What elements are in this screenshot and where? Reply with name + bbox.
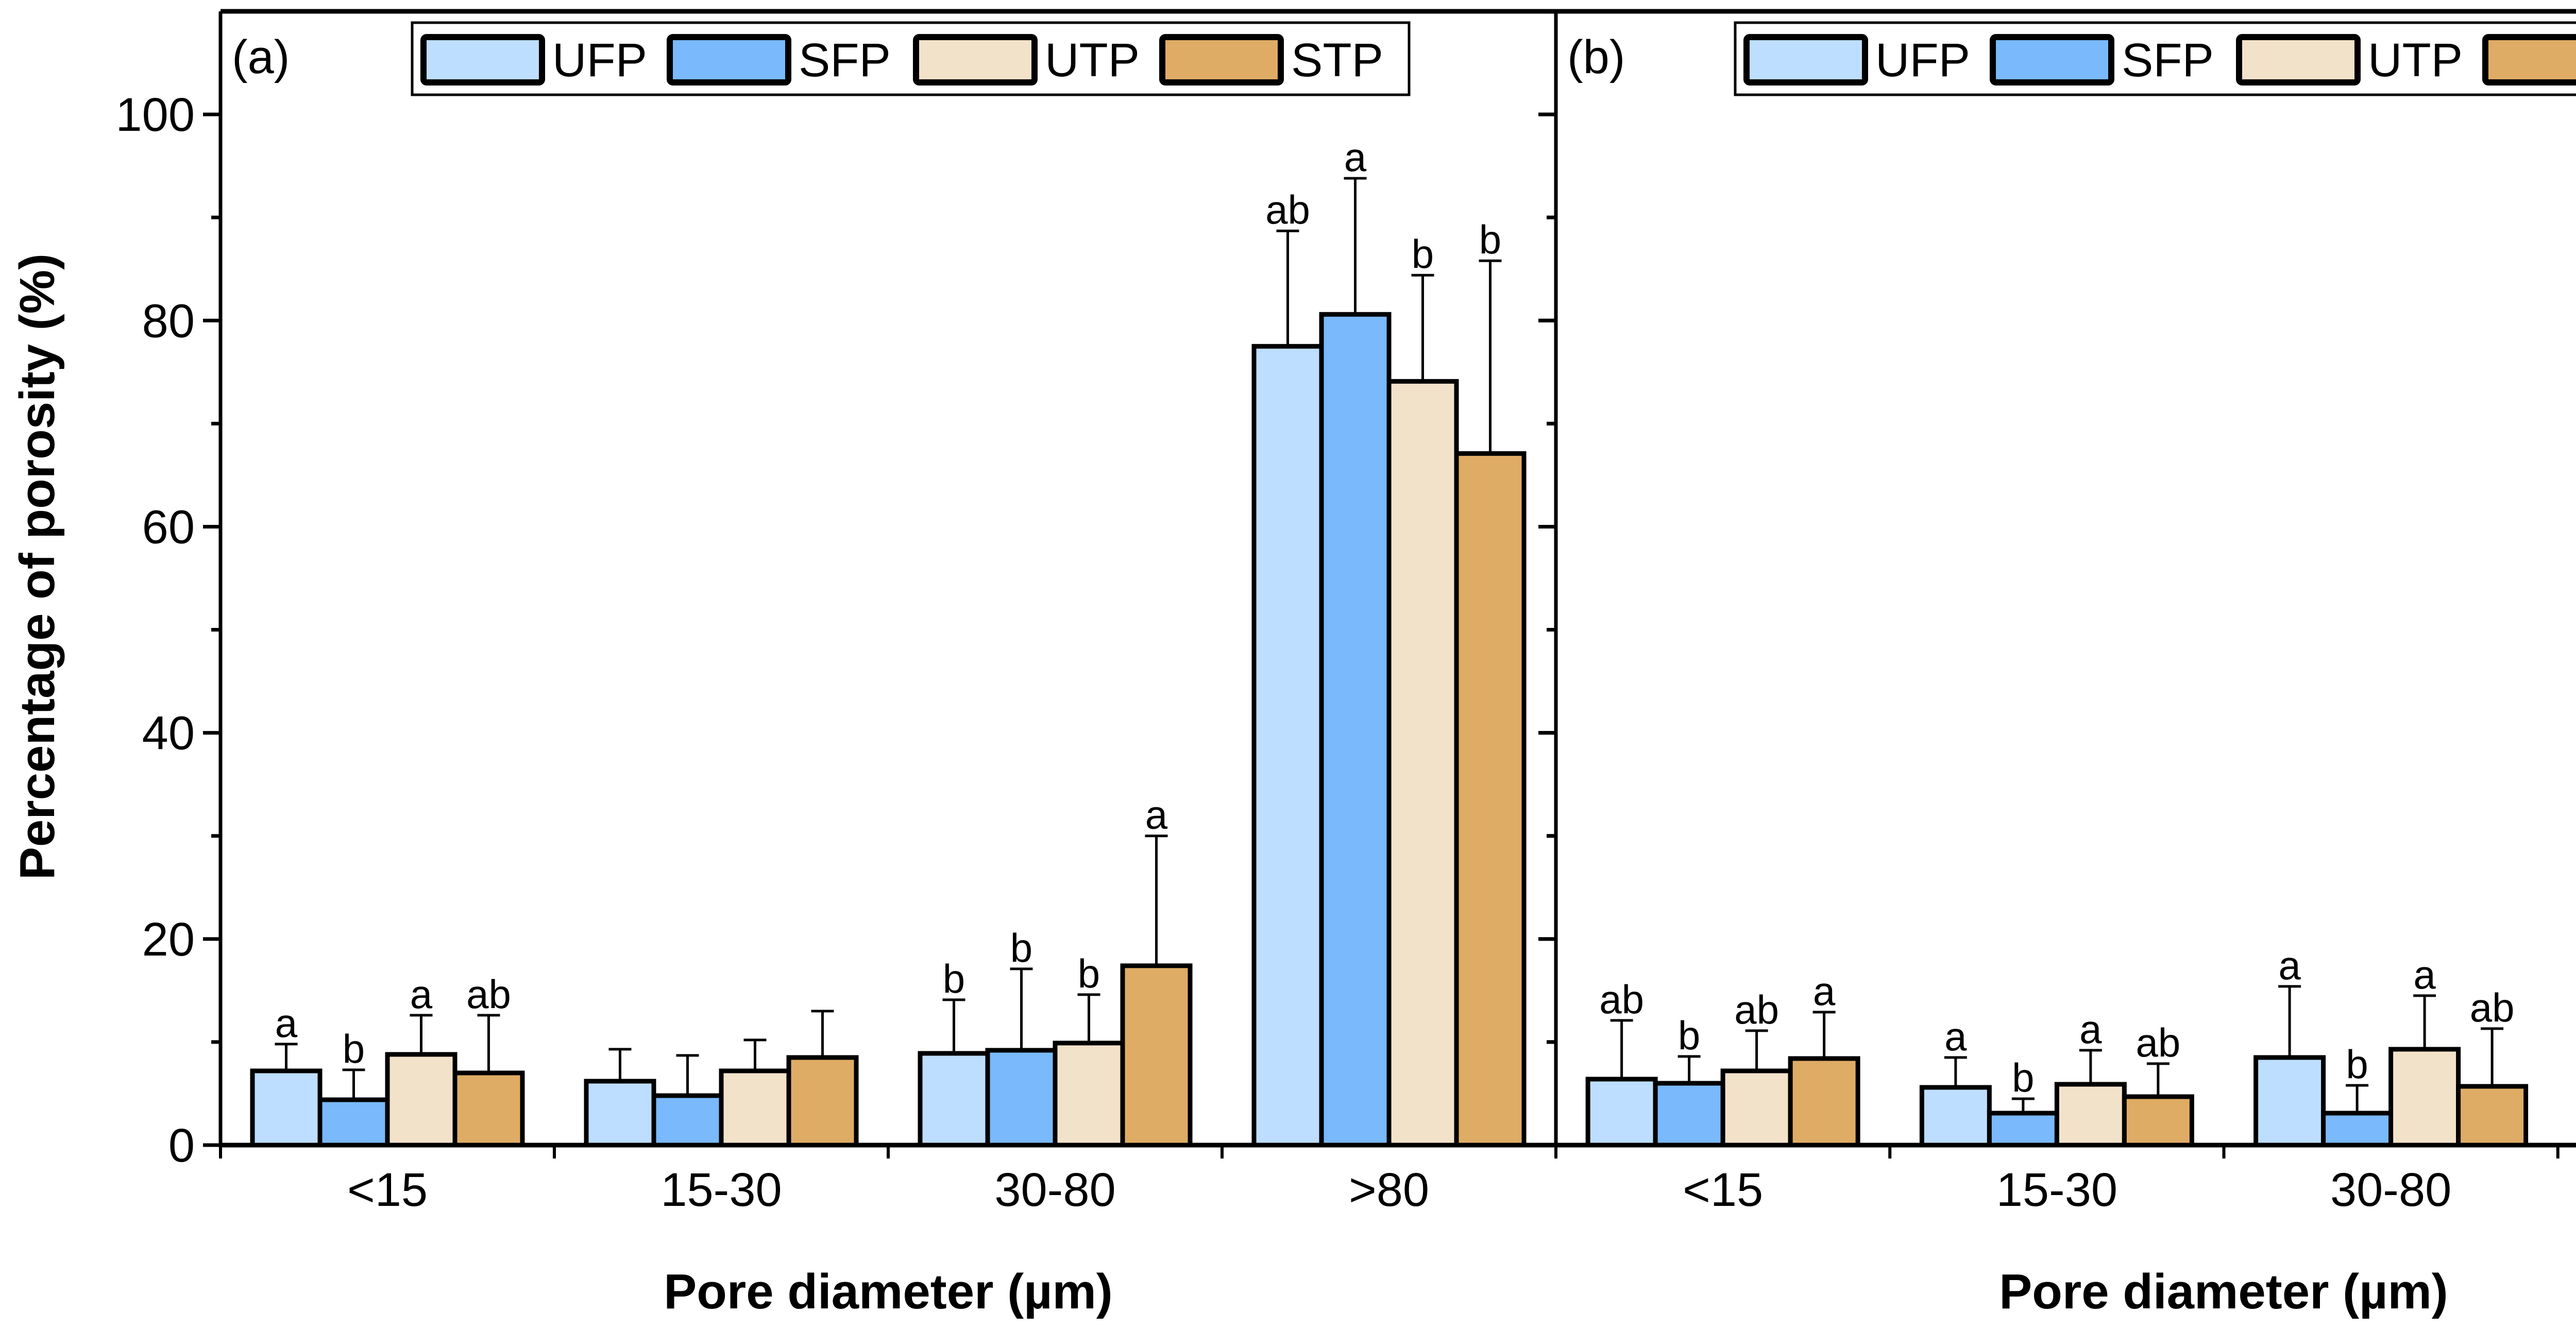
bar-b-stp-1 bbox=[2122, 1094, 2194, 1148]
bar-a-utp-2 bbox=[1053, 1041, 1125, 1148]
sig-letter-a-sfp-3: a bbox=[1344, 134, 1367, 180]
bar-a-stp-2 bbox=[1120, 963, 1193, 1148]
sig-letter-b-sfp-0: b bbox=[1678, 1013, 1700, 1058]
sig-letter-a-utp-3: b bbox=[1412, 231, 1434, 277]
legend-label-b-ufp: UFP bbox=[1875, 34, 1970, 87]
x-tick-label-a-3: >80 bbox=[1349, 1164, 1429, 1216]
sig-letter-b-ufp-0: ab bbox=[1599, 977, 1644, 1022]
legend-label-a-ufp: UFP bbox=[552, 34, 647, 87]
sig-letter-b-utp-0: ab bbox=[1734, 987, 1779, 1032]
bar-a-sfp-0 bbox=[317, 1097, 390, 1148]
panel-label-a: (a) bbox=[232, 31, 290, 83]
sig-letter-b-utp-1: a bbox=[2079, 1007, 2102, 1052]
x-tick-label-b-1: 15-30 bbox=[1996, 1164, 2117, 1216]
x-tick-label-b-2: 30-80 bbox=[2330, 1164, 2451, 1216]
bar-a-utp-3 bbox=[1386, 379, 1459, 1148]
bar-a-ufp-3 bbox=[1251, 344, 1324, 1148]
legend-swatch-a-utp bbox=[913, 34, 1038, 86]
legend-label-b-sfp: SFP bbox=[2122, 34, 2214, 87]
y-tick-label-80: 80 bbox=[142, 295, 195, 347]
bar-a-utp-1 bbox=[719, 1068, 791, 1148]
x-tick-label-a-1: 15-30 bbox=[660, 1164, 782, 1216]
bar-a-sfp-3 bbox=[1319, 312, 1392, 1148]
bar-a-stp-3 bbox=[1454, 451, 1527, 1148]
bar-a-stp-0 bbox=[452, 1070, 525, 1148]
sig-letter-b-stp-0: a bbox=[1813, 968, 1836, 1014]
legend-label-a-sfp: SFP bbox=[799, 34, 891, 87]
sig-letter-a-sfp-2: b bbox=[1010, 925, 1032, 970]
bar-a-sfp-1 bbox=[651, 1093, 724, 1148]
bar-a-sfp-2 bbox=[985, 1048, 1058, 1148]
y-tick-label-20: 20 bbox=[142, 913, 195, 966]
legend-swatch-a-stp bbox=[1159, 34, 1284, 86]
x-tick-label-b-0: <15 bbox=[1683, 1164, 1763, 1216]
sig-letter-b-sfp-2: b bbox=[2346, 1042, 2368, 1087]
bar-b-sfp-0 bbox=[1653, 1081, 1725, 1148]
bar-a-utp-0 bbox=[385, 1052, 457, 1148]
x-axis-title-a: Pore diameter (µm) bbox=[664, 1264, 1113, 1319]
bars-layer bbox=[250, 177, 2529, 1148]
x-tick-label-a-2: 30-80 bbox=[994, 1164, 1115, 1216]
sig-letter-a-stp-2: a bbox=[1145, 792, 1168, 838]
legend-label-a-stp: STP bbox=[1291, 34, 1383, 87]
x-axis-title-b: Pore diameter (µm) bbox=[1999, 1264, 2448, 1319]
bar-b-ufp-0 bbox=[1585, 1077, 1658, 1148]
y-axis-title: Percentage of porosity (%) bbox=[10, 253, 65, 880]
sig-letter-b-ufp-1: a bbox=[1944, 1014, 1967, 1059]
legend-swatch-b-stp bbox=[2482, 34, 2576, 86]
bar-b-ufp-1 bbox=[1919, 1085, 1992, 1148]
sig-letter-a-utp-0: a bbox=[410, 972, 433, 1017]
bar-b-stp-2 bbox=[2456, 1084, 2529, 1148]
sig-letter-b-utp-2: a bbox=[2413, 952, 2436, 997]
legend-swatch-b-ufp bbox=[1743, 34, 1868, 86]
sig-letter-b-ufp-2: a bbox=[2278, 943, 2301, 988]
sig-letter-a-ufp-0: a bbox=[275, 1000, 298, 1046]
y-tick-label-100: 100 bbox=[116, 89, 195, 141]
bar-b-stp-0 bbox=[1788, 1056, 1860, 1148]
sig-letter-a-ufp-2: b bbox=[943, 956, 965, 1001]
x-tick-label-a-0: <15 bbox=[347, 1164, 428, 1216]
axes-layer bbox=[203, 9, 2576, 1158]
legend-label-b-utp: UTP bbox=[2368, 34, 2463, 87]
legend-swatch-a-sfp bbox=[667, 34, 791, 86]
sig-letter-b-sfp-1: b bbox=[2012, 1055, 2034, 1100]
sig-letter-a-sfp-0: b bbox=[343, 1026, 365, 1071]
sig-letter-a-ufp-3: ab bbox=[1265, 187, 1310, 232]
y-tick-label-60: 60 bbox=[142, 501, 195, 553]
bar-b-sfp-2 bbox=[2321, 1111, 2394, 1148]
bar-b-utp-0 bbox=[1720, 1068, 1793, 1148]
legend-b bbox=[1734, 21, 2576, 96]
legend-swatch-b-utp bbox=[2236, 34, 2361, 86]
y-tick-label-40: 40 bbox=[142, 707, 195, 760]
sig-letter-a-stp-0: ab bbox=[466, 972, 511, 1017]
bar-a-ufp-0 bbox=[250, 1068, 323, 1148]
bar-b-sfp-1 bbox=[1987, 1111, 2059, 1148]
bar-b-utp-2 bbox=[2388, 1047, 2461, 1148]
bar-b-ufp-2 bbox=[2253, 1055, 2326, 1148]
sig-letter-a-utp-2: b bbox=[1078, 951, 1100, 996]
panel-label-b: (b) bbox=[1567, 31, 1625, 83]
sig-letter-b-stp-2: ab bbox=[2470, 985, 2515, 1030]
bar-b-utp-1 bbox=[2054, 1082, 2127, 1148]
sig-letter-a-stp-3: b bbox=[1479, 217, 1501, 262]
legend-swatch-b-sfp bbox=[1990, 34, 2114, 86]
bar-a-ufp-1 bbox=[584, 1079, 656, 1148]
y-tick-label-0: 0 bbox=[168, 1119, 195, 1172]
bar-a-stp-1 bbox=[786, 1055, 859, 1148]
legend-label-a-utp: UTP bbox=[1045, 34, 1140, 87]
bar-a-ufp-2 bbox=[918, 1051, 990, 1148]
sig-letter-b-stp-1: ab bbox=[2136, 1020, 2180, 1065]
legend-swatch-a-ufp bbox=[420, 34, 545, 86]
